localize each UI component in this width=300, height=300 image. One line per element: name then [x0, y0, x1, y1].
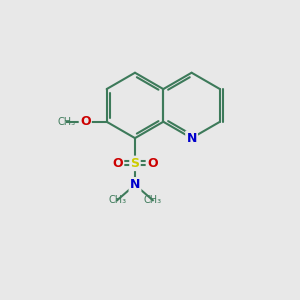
Text: N: N [186, 132, 197, 145]
Text: O: O [112, 157, 123, 170]
Text: O: O [80, 115, 91, 128]
Text: CH₃: CH₃ [108, 195, 126, 205]
Text: S: S [130, 157, 140, 170]
Text: N: N [130, 178, 140, 191]
Text: CH₃: CH₃ [58, 117, 76, 127]
Text: O: O [147, 157, 158, 170]
Text: CH₃: CH₃ [144, 195, 162, 205]
